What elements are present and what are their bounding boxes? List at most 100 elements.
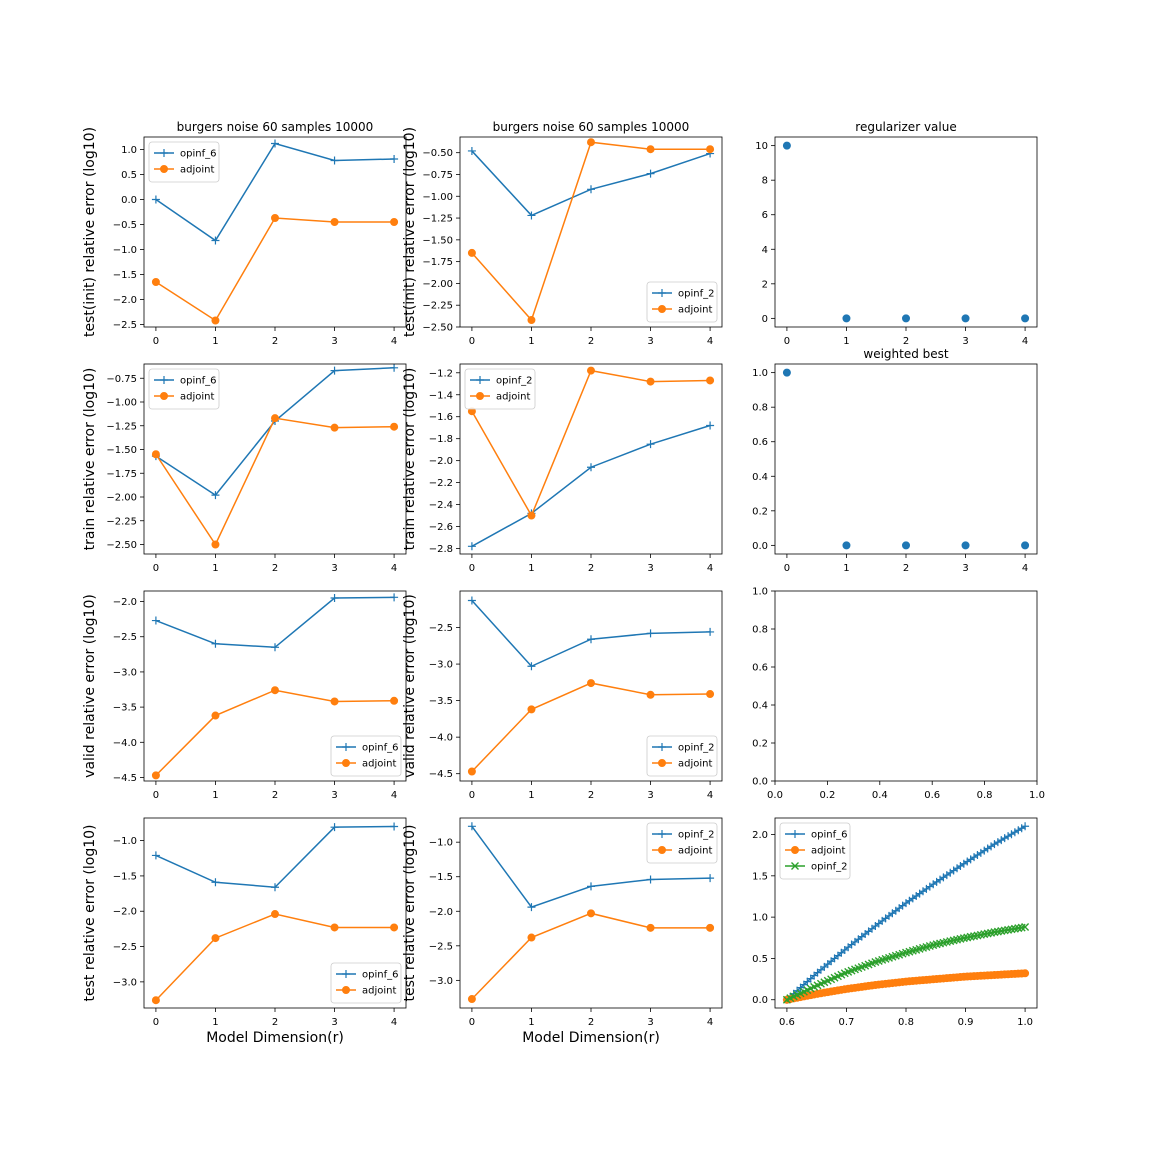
x-axis-label: Model Dimension(r): [206, 1030, 344, 1046]
x-tick-label: 0: [469, 790, 475, 801]
x-tick-label: 0.8: [977, 790, 993, 801]
data-point-opinf_6: [211, 491, 220, 500]
series-adjoint: [151, 910, 399, 1005]
data-point-opinf_2: [527, 662, 536, 671]
y-axis-label: test(init) relative error (log10): [82, 127, 98, 337]
subplot-8: 0 1 2 3 4 −4.5 −4.0 −3.5 −3.0 −2.5 valid relative …: [402, 590, 723, 801]
data-point-adjoint: [330, 923, 339, 932]
plot-area: [151, 364, 399, 549]
x-tick-label: 4: [391, 336, 397, 347]
legend-label: opinf_6: [362, 743, 398, 754]
legend-item: opinf_2: [785, 862, 847, 873]
legend-label: adjoint: [496, 392, 530, 403]
series-adjoint: [467, 366, 715, 520]
data-point-adjoint: [151, 450, 160, 459]
x-tick-label: 1: [212, 563, 218, 574]
y-tick-label: −2.25: [422, 301, 453, 312]
data-point-adjoint: [330, 218, 339, 226]
series-opinf_6: [151, 593, 399, 652]
data-point-opinf_2: [467, 146, 476, 155]
series-opinf_2: [467, 822, 715, 912]
data-point-opinf_6: [1021, 822, 1030, 831]
data-point-opinf_6: [976, 848, 985, 857]
subplot-title: regularizer value: [855, 120, 956, 134]
plot-area: [467, 138, 715, 325]
legend-label: adjoint: [180, 392, 214, 403]
legend-item: opinf_2: [652, 743, 714, 754]
data-point-opinf_6: [1000, 834, 1009, 843]
y-tick-label: −2.5: [429, 623, 453, 634]
data-point-adjoint: [706, 690, 715, 699]
y-tick-label: −1.6: [429, 412, 453, 423]
x-tick-label: 1: [212, 336, 218, 347]
data-point-opinf_2: [646, 169, 655, 178]
y-tick-label: 0.0: [752, 995, 768, 1006]
data-point-opinf_6: [390, 364, 399, 372]
data-point-opinf_6: [983, 844, 992, 853]
x-tick-label: 1: [843, 563, 849, 574]
data-point-adjoint: [527, 933, 536, 942]
y-tick-label: 0.5: [752, 954, 768, 965]
legend-marker: [342, 743, 350, 751]
y-tick-label: −1.25: [422, 214, 453, 225]
axes-frame: [143, 136, 407, 328]
x-tick-label: 4: [391, 1017, 397, 1028]
y-axis-label: test(init) relative error (log10): [402, 127, 418, 337]
data-point-adjoint: [151, 771, 160, 780]
data-point-opinf_2: [467, 542, 476, 551]
y-tick-label: 0.4: [752, 472, 768, 483]
x-tick-label: 3: [331, 563, 337, 574]
x-tick-label: 0: [469, 1017, 475, 1028]
y-tick-label: −1.2: [429, 368, 453, 379]
plot-area: [467, 822, 715, 1004]
series-opinf_2: [782, 923, 1030, 1004]
y-tick-label: −2.4: [429, 500, 453, 511]
x-tick-label: 1: [212, 790, 218, 801]
legend-item: adjoint: [154, 392, 214, 403]
data-point-opinf_6: [151, 851, 160, 860]
axes-frame: [459, 817, 723, 1009]
y-tick-label: −2.5: [113, 942, 137, 953]
plot-area: [467, 596, 715, 776]
data-point-adjoint: [1021, 969, 1030, 978]
data-point-adjoint: [646, 690, 655, 699]
legend-item: adjoint: [336, 986, 396, 997]
y-tick-label: 2.0: [752, 830, 768, 841]
x-tick-label: 3: [331, 1017, 337, 1028]
x-tick-label: 0.0: [767, 790, 783, 801]
y-tick-label: 1.0: [121, 145, 137, 156]
subplot-1: 0 1 2 3 4 −2.5 −2.0 −1.5 −1.0 −0.5 0.0 0.5 1.0 burger…: [82, 120, 407, 347]
subplot-11: 0 1 2 3 4 −3.0 −2.5 −2.0 −1.5 −1.0 test relative e…: [402, 817, 723, 1046]
legend-marker: [342, 986, 350, 994]
x-tick-label: 3: [331, 336, 337, 347]
legend-marker: [160, 149, 168, 157]
data-point: [782, 368, 791, 377]
y-tick-label: −1.0: [113, 836, 137, 847]
series-adjoint: [151, 214, 399, 325]
data-point-opinf_6: [211, 236, 220, 245]
x-tick-label: 0: [784, 563, 790, 574]
series-adjoint: [151, 686, 399, 780]
data-point-adjoint: [587, 366, 595, 375]
data-point-adjoint: [211, 711, 220, 720]
data-point-adjoint: [151, 278, 160, 286]
legend-label: opinf_2: [678, 289, 714, 300]
x-tick-label: 2: [903, 336, 909, 347]
subplot-10: 0 1 2 3 4 −3.0 −2.5 −2.0 −1.5 −1.0 test relative e…: [82, 817, 407, 1046]
data-point-adjoint: [527, 511, 536, 520]
legend-item: adjoint: [652, 305, 712, 316]
data-point-adjoint: [271, 910, 279, 919]
legend-label: opinf_2: [811, 862, 847, 873]
data-point-adjoint: [271, 686, 279, 695]
y-tick-label: 0.0: [752, 541, 768, 552]
data-point-adjoint: [527, 705, 536, 714]
series-line-opinf_2: [471, 599, 711, 668]
legend-label: opinf_6: [180, 376, 216, 387]
y-tick-label: −2.5: [429, 941, 453, 952]
subplot-4: 0 1 2 3 4 −2.50 −2.25 −2.00 −1.75 −1.50 −1.25 −1.00…: [82, 363, 407, 574]
data-point-adjoint: [330, 423, 339, 432]
